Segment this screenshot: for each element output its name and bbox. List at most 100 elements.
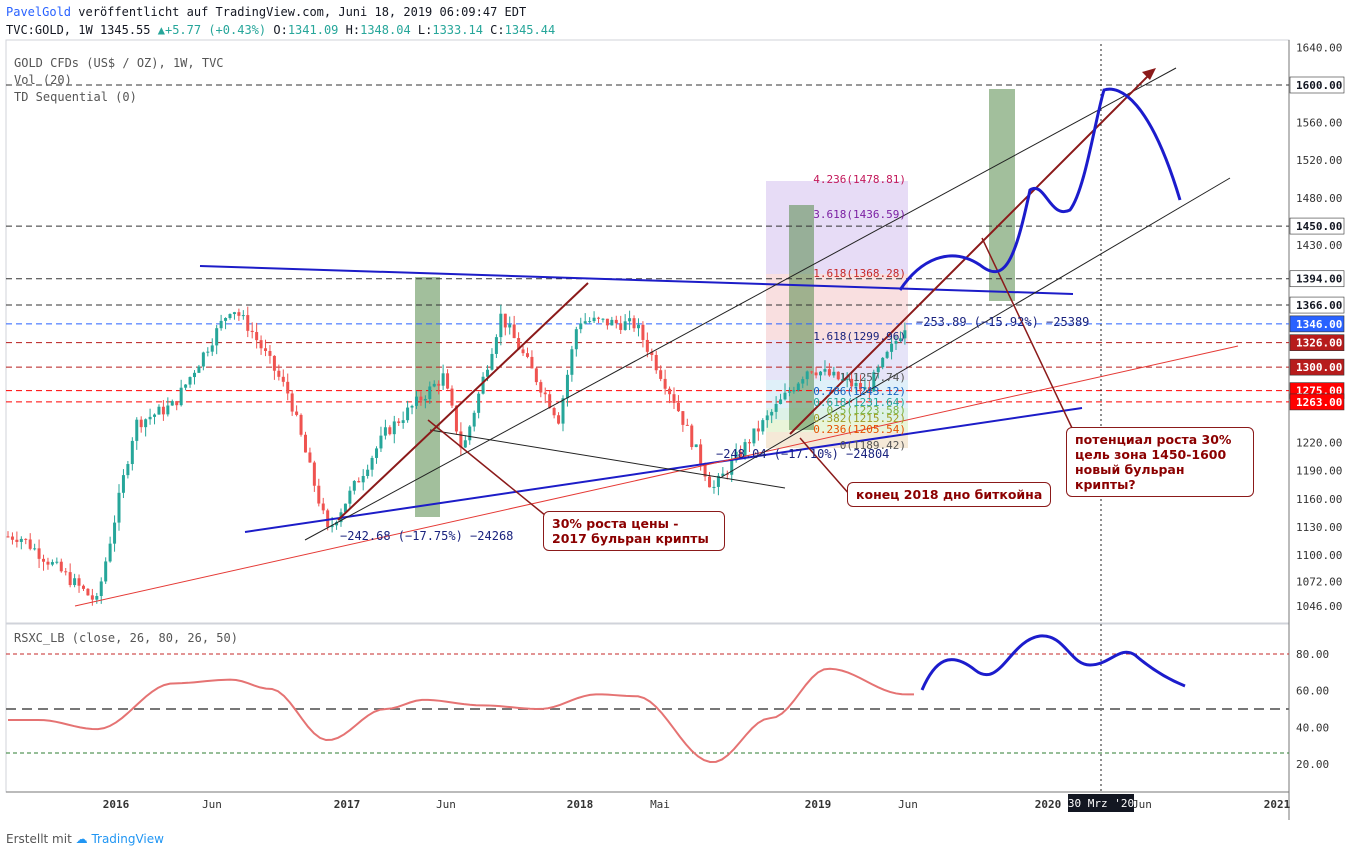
fib-label: 0(1189.42) [840, 439, 906, 452]
candle-body [228, 314, 232, 319]
candle-body [548, 394, 552, 409]
candle-body [28, 539, 32, 549]
candle-body [113, 522, 117, 544]
candle-body [583, 321, 587, 324]
price-chart[interactable]: 4.236(1478.81) 3.618(1436.59) 1.618(1368.2… [0, 0, 1354, 830]
candle-body [557, 415, 561, 424]
time-tick: 2021 [1264, 798, 1291, 811]
price-badge-label: 1263.00 [1296, 396, 1342, 409]
legend-symbol[interactable]: GOLD CFDs (US$ / OZ), 1W, TVC [14, 56, 224, 70]
candle-body [121, 475, 125, 493]
price-axis[interactable]: 1640.00 1560.00 1520.00 1480.00 1430.00 1220.… [1289, 41, 1345, 613]
candle-body [499, 313, 503, 338]
candle-body [756, 428, 760, 432]
candle-body [326, 510, 330, 528]
candle-body [890, 343, 894, 352]
measure-2019: −253.89 (−15.92%) −25389 [916, 315, 1089, 329]
candle-body [335, 522, 339, 526]
candle-body [605, 318, 609, 326]
candle-body [614, 319, 618, 324]
candle-body [845, 378, 849, 380]
candle-body [827, 369, 831, 376]
channel-upper [304, 67, 1177, 541]
tradingview-link[interactable]: TradingView [91, 832, 164, 846]
candle-body [459, 431, 463, 448]
candle-body [237, 312, 241, 316]
candle-body [81, 585, 85, 589]
fib-label: 4.236(1478.81) [813, 173, 906, 186]
candle-body [747, 442, 751, 444]
candle-body [481, 376, 485, 394]
fib-label: 1(1257.74) [840, 371, 906, 384]
candle-body [126, 464, 130, 476]
candle-body [224, 318, 228, 321]
fib-label: 0.5(1223.58) [827, 404, 906, 417]
candle-body [206, 351, 210, 353]
candle-body [361, 475, 365, 483]
change-arrow-icon: ▲ [157, 23, 165, 37]
candle-body [197, 366, 201, 373]
time-tick: 2019 [805, 798, 832, 811]
candle-body [881, 357, 885, 368]
price-badge [1289, 296, 1345, 314]
oscillator-forecast [920, 634, 1186, 691]
candle-body [272, 355, 276, 371]
author-link[interactable]: PavelGold [6, 5, 72, 19]
oscillator-axis[interactable]: 80.00 60.00 40.00 20.00 [1296, 648, 1329, 771]
candle-body [348, 490, 352, 504]
candle-body [472, 412, 476, 427]
candle-body [299, 414, 303, 435]
price-tick: 1072.00 [1296, 576, 1342, 589]
candle-body [650, 351, 654, 355]
candle-body [290, 393, 294, 412]
candle-body [139, 419, 143, 428]
candle-body [135, 419, 139, 441]
time-cursor-label: 30 Mrz '20 [1068, 797, 1134, 810]
candle-body [383, 427, 387, 436]
price-tick: 1160.00 [1296, 493, 1342, 506]
candle-body [858, 382, 862, 390]
oscillator-title[interactable]: RSXC_LB (close, 26, 80, 26, 50) [14, 631, 238, 645]
candle-body [246, 315, 250, 331]
candle-body [153, 414, 157, 417]
time-tick: Jun [898, 798, 918, 811]
measure-2017: −242.68 (−17.75%) −24268 [340, 529, 513, 543]
legend-td[interactable]: TD Sequential (0) [14, 90, 137, 104]
candle-body [525, 353, 529, 357]
price-tick: 1130.00 [1296, 521, 1342, 534]
candle-body [623, 321, 627, 330]
candle-body [6, 536, 10, 538]
candle-body [779, 399, 783, 404]
candle-body [850, 378, 854, 387]
callout-pointer-1 [427, 419, 552, 521]
candle-body [765, 415, 769, 421]
candle-body [783, 392, 787, 400]
candle-body [739, 451, 743, 457]
price-badge-label: 1366.00 [1296, 299, 1342, 312]
candle-body [175, 401, 179, 406]
candle-body [352, 481, 356, 491]
resistance-line [199, 265, 1074, 295]
candle-body [148, 416, 152, 420]
candle-body [494, 337, 498, 354]
candle-body [64, 571, 68, 573]
candle-body [419, 396, 423, 401]
price-change: +5.77 (+0.43%) [164, 23, 267, 37]
candle-body [619, 323, 623, 330]
candle-body [468, 426, 472, 441]
long-trend-red [74, 345, 1239, 607]
candle-body [179, 387, 183, 406]
legend-volume[interactable]: Vol (20) [14, 73, 72, 87]
rally-2017 [337, 282, 589, 521]
time-tick: 2016 [103, 798, 130, 811]
candle-body [903, 330, 907, 339]
candle-body [166, 405, 170, 415]
time-tick: 2017 [334, 798, 361, 811]
candle-body [232, 312, 236, 315]
time-axis[interactable]: 2016 Jun 2017 Jun 2018 Mai 2019 Jun 2020 Jun 2021 [103, 798, 1291, 811]
candle-body [15, 539, 19, 542]
candle-body [33, 548, 37, 550]
trendlines [74, 44, 1239, 792]
candle-body [406, 407, 410, 421]
candle-body [264, 348, 268, 351]
